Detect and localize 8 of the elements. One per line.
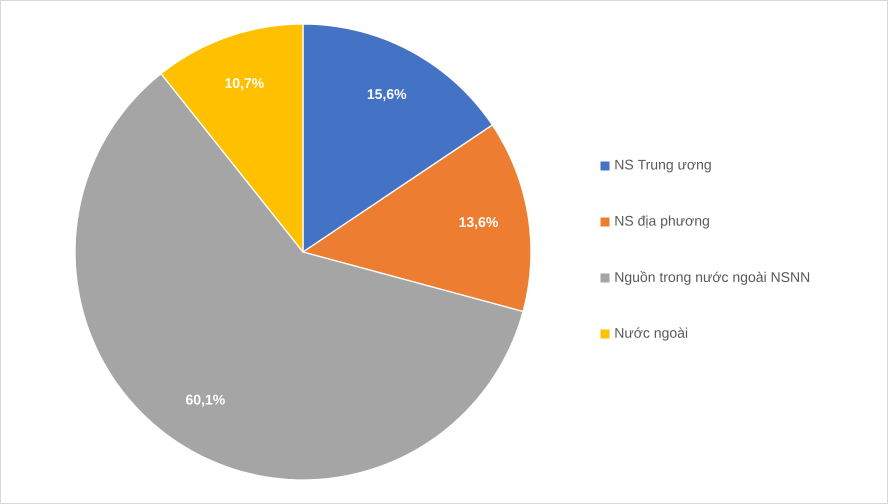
data-label: 15,6% [368, 89, 406, 102]
data-label: 13,6% [460, 217, 498, 230]
legend-label: Nguồn trong nước ngoài NSNN [615, 271, 810, 285]
legend-label: Nước ngoài [615, 327, 688, 341]
data-label: 10,7% [225, 78, 264, 90]
legend-label: NS địa phương [615, 215, 709, 229]
legend-label: NS Trung ương [615, 160, 711, 172]
data-label: 60,1% [186, 394, 225, 407]
